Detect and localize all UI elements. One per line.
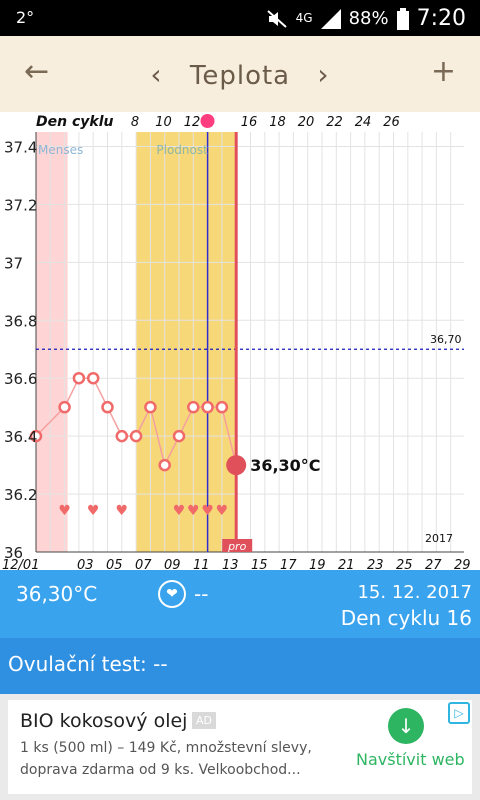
battery-icon — [396, 7, 409, 30]
temperature-chart[interactable]: ♥ ♥ ♥ ♥ ♥ ♥ ♥ 37.437.23736.836.636.436.23636,7… — [0, 112, 480, 573]
ad-banner[interactable]: BIO kokosový olej AD 1 ks (500 ml) – 149… — [0, 694, 480, 800]
cycle-day-number: 16 — [241, 115, 258, 130]
x-tick-label: 11 — [193, 558, 210, 570]
temperature-chart-area[interactable]: ♥ ♥ ♥ ♥ ♥ ♥ ♥ 37.4 37.2 37 36.8 36.6 36.4 36.2 36 36,7… — [0, 112, 480, 573]
cycle-day-number: 8 — [131, 115, 139, 130]
ad-card[interactable]: BIO kokosový olej AD 1 ks (500 ml) – 149… — [8, 700, 472, 794]
network-label: 4G — [295, 11, 313, 25]
y-tick-label: 36.2 — [4, 486, 37, 504]
heart-icon[interactable]: ❤ — [158, 580, 186, 608]
ovulation-test-bar[interactable]: Ovulační test: -- — [0, 638, 480, 694]
y-tick-label: 36 — [4, 544, 23, 562]
ad-choices-icon[interactable]: ▷ — [448, 702, 470, 724]
cycle-day-number: 12 — [184, 115, 201, 130]
fertile-band — [136, 132, 237, 552]
ad-title[interactable]: BIO kokosový olej — [20, 710, 188, 732]
intercourse-heart-marker: ♥ — [87, 503, 100, 519]
temperature-point — [29, 429, 43, 443]
temperature-point — [86, 371, 100, 385]
today-temperature-point — [226, 455, 247, 476]
temperature-point — [58, 400, 71, 414]
menses-label: Menses — [38, 143, 83, 157]
cycle-day: Den cyklu 16 — [340, 606, 472, 630]
x-tick-label: 23 — [367, 558, 384, 570]
baseline-label: 36,70 — [430, 333, 462, 346]
temperature-point — [172, 429, 186, 443]
x-tick-label: 27 — [425, 558, 442, 570]
x-tick-label: 09 — [164, 558, 181, 570]
mute-icon — [266, 9, 287, 28]
x-tick-label: 19 — [309, 558, 326, 570]
x-tick-label: 29 — [454, 558, 471, 570]
ad-line-1: 1 ks (500 ml) – 149 Kč, množstevní slevy… — [20, 740, 312, 756]
temperature-point — [144, 400, 157, 414]
temperature-point — [72, 371, 86, 385]
intercourse-heart-marker: ♥ — [173, 503, 186, 519]
intercourse-value: -- — [194, 582, 209, 606]
y-tick-label: 36.6 — [4, 370, 37, 388]
intercourse-heart-marker: ♥ — [116, 503, 129, 519]
menses-band — [36, 132, 68, 552]
fertile-label: Plodnost — [156, 143, 208, 157]
temperature-point — [115, 429, 129, 443]
status-icons: 4G 88% 7:20 — [266, 6, 466, 31]
cycle-day-number: 20 — [298, 115, 315, 130]
temperature-point — [129, 429, 143, 443]
pro-badge — [222, 539, 253, 552]
clock: 7:20 — [416, 6, 466, 31]
current-temperature-label: 36,30°C — [250, 456, 320, 475]
battery-percent: 88% — [348, 8, 389, 29]
temperature-point — [215, 400, 229, 414]
year-label: 2017 — [425, 532, 453, 545]
app-toolbar: ← ‹ Teplota › + — [0, 36, 480, 114]
y-tick-label: 37.2 — [4, 196, 37, 214]
status-bar: 2° 4G 88% 7:20 — [0, 0, 480, 36]
ovulation-test-label: Ovulační test: -- — [8, 652, 168, 676]
cycle-day-number: 18 — [269, 115, 286, 130]
temperature-point — [201, 400, 214, 414]
y-tick-label: 36.4 — [4, 428, 37, 446]
x-tick-label: 21 — [338, 558, 355, 570]
temperature-point — [158, 458, 171, 472]
prev-chart-button[interactable]: ‹ — [150, 58, 163, 91]
x-tick-label: 05 — [106, 558, 123, 570]
intercourse-heart-marker: ♥ — [201, 503, 214, 519]
intercourse-heart-marker: ♥ — [216, 503, 229, 519]
ad-cta-button[interactable]: Navštívit web — [356, 750, 465, 769]
cycle-day-number: 10 — [155, 115, 172, 130]
x-tick-label: 17 — [280, 558, 297, 570]
selected-date: 15. 12. 2017 — [357, 582, 472, 603]
cycle-day-header: Den cyklu — [36, 114, 113, 130]
x-tick-label: 12/01 — [2, 558, 39, 570]
ovulation-day-marker — [200, 114, 215, 128]
page-header: ‹ Teplota › — [0, 58, 480, 91]
y-tick-label: 37 — [4, 254, 23, 272]
current-temperature: 36,30°C — [16, 582, 98, 606]
intercourse-heart-marker: ♥ — [58, 503, 71, 519]
y-tick-label: 36.8 — [4, 312, 37, 330]
cycle-day-number: 24 — [355, 115, 372, 130]
day-info-bar[interactable]: 36,30°C ❤ -- 15. 12. 2017 Den cyklu 16 — [0, 570, 480, 638]
intercourse-heart-marker: ♥ — [187, 503, 200, 519]
ad-line-2: doprava zdarma od 9 ks. Velkoobchod... — [20, 762, 301, 778]
ad-badge: AD — [192, 712, 216, 729]
back-arrow-icon[interactable]: ← — [24, 54, 50, 89]
page-title: Teplota — [189, 61, 291, 91]
temperature-point — [101, 400, 114, 414]
x-tick-label: 15 — [251, 558, 268, 570]
download-arrow-icon[interactable]: ↓ — [388, 708, 424, 744]
x-tick-label: 07 — [135, 558, 152, 570]
notification-text: 2° — [16, 8, 35, 27]
x-tick-label: 13 — [222, 558, 239, 570]
cycle-day-number: 22 — [326, 115, 343, 130]
next-chart-button[interactable]: › — [317, 58, 330, 91]
x-tick-label: 25 — [396, 558, 413, 570]
add-icon[interactable]: + — [430, 54, 456, 89]
y-tick-label: 37.4 — [4, 138, 37, 156]
x-tick-label: 03 — [77, 558, 94, 570]
cycle-day-number: 26 — [383, 115, 400, 130]
pro-badge-label: pro — [227, 540, 247, 553]
temperature-point — [187, 400, 200, 414]
signal-icon — [320, 8, 341, 29]
